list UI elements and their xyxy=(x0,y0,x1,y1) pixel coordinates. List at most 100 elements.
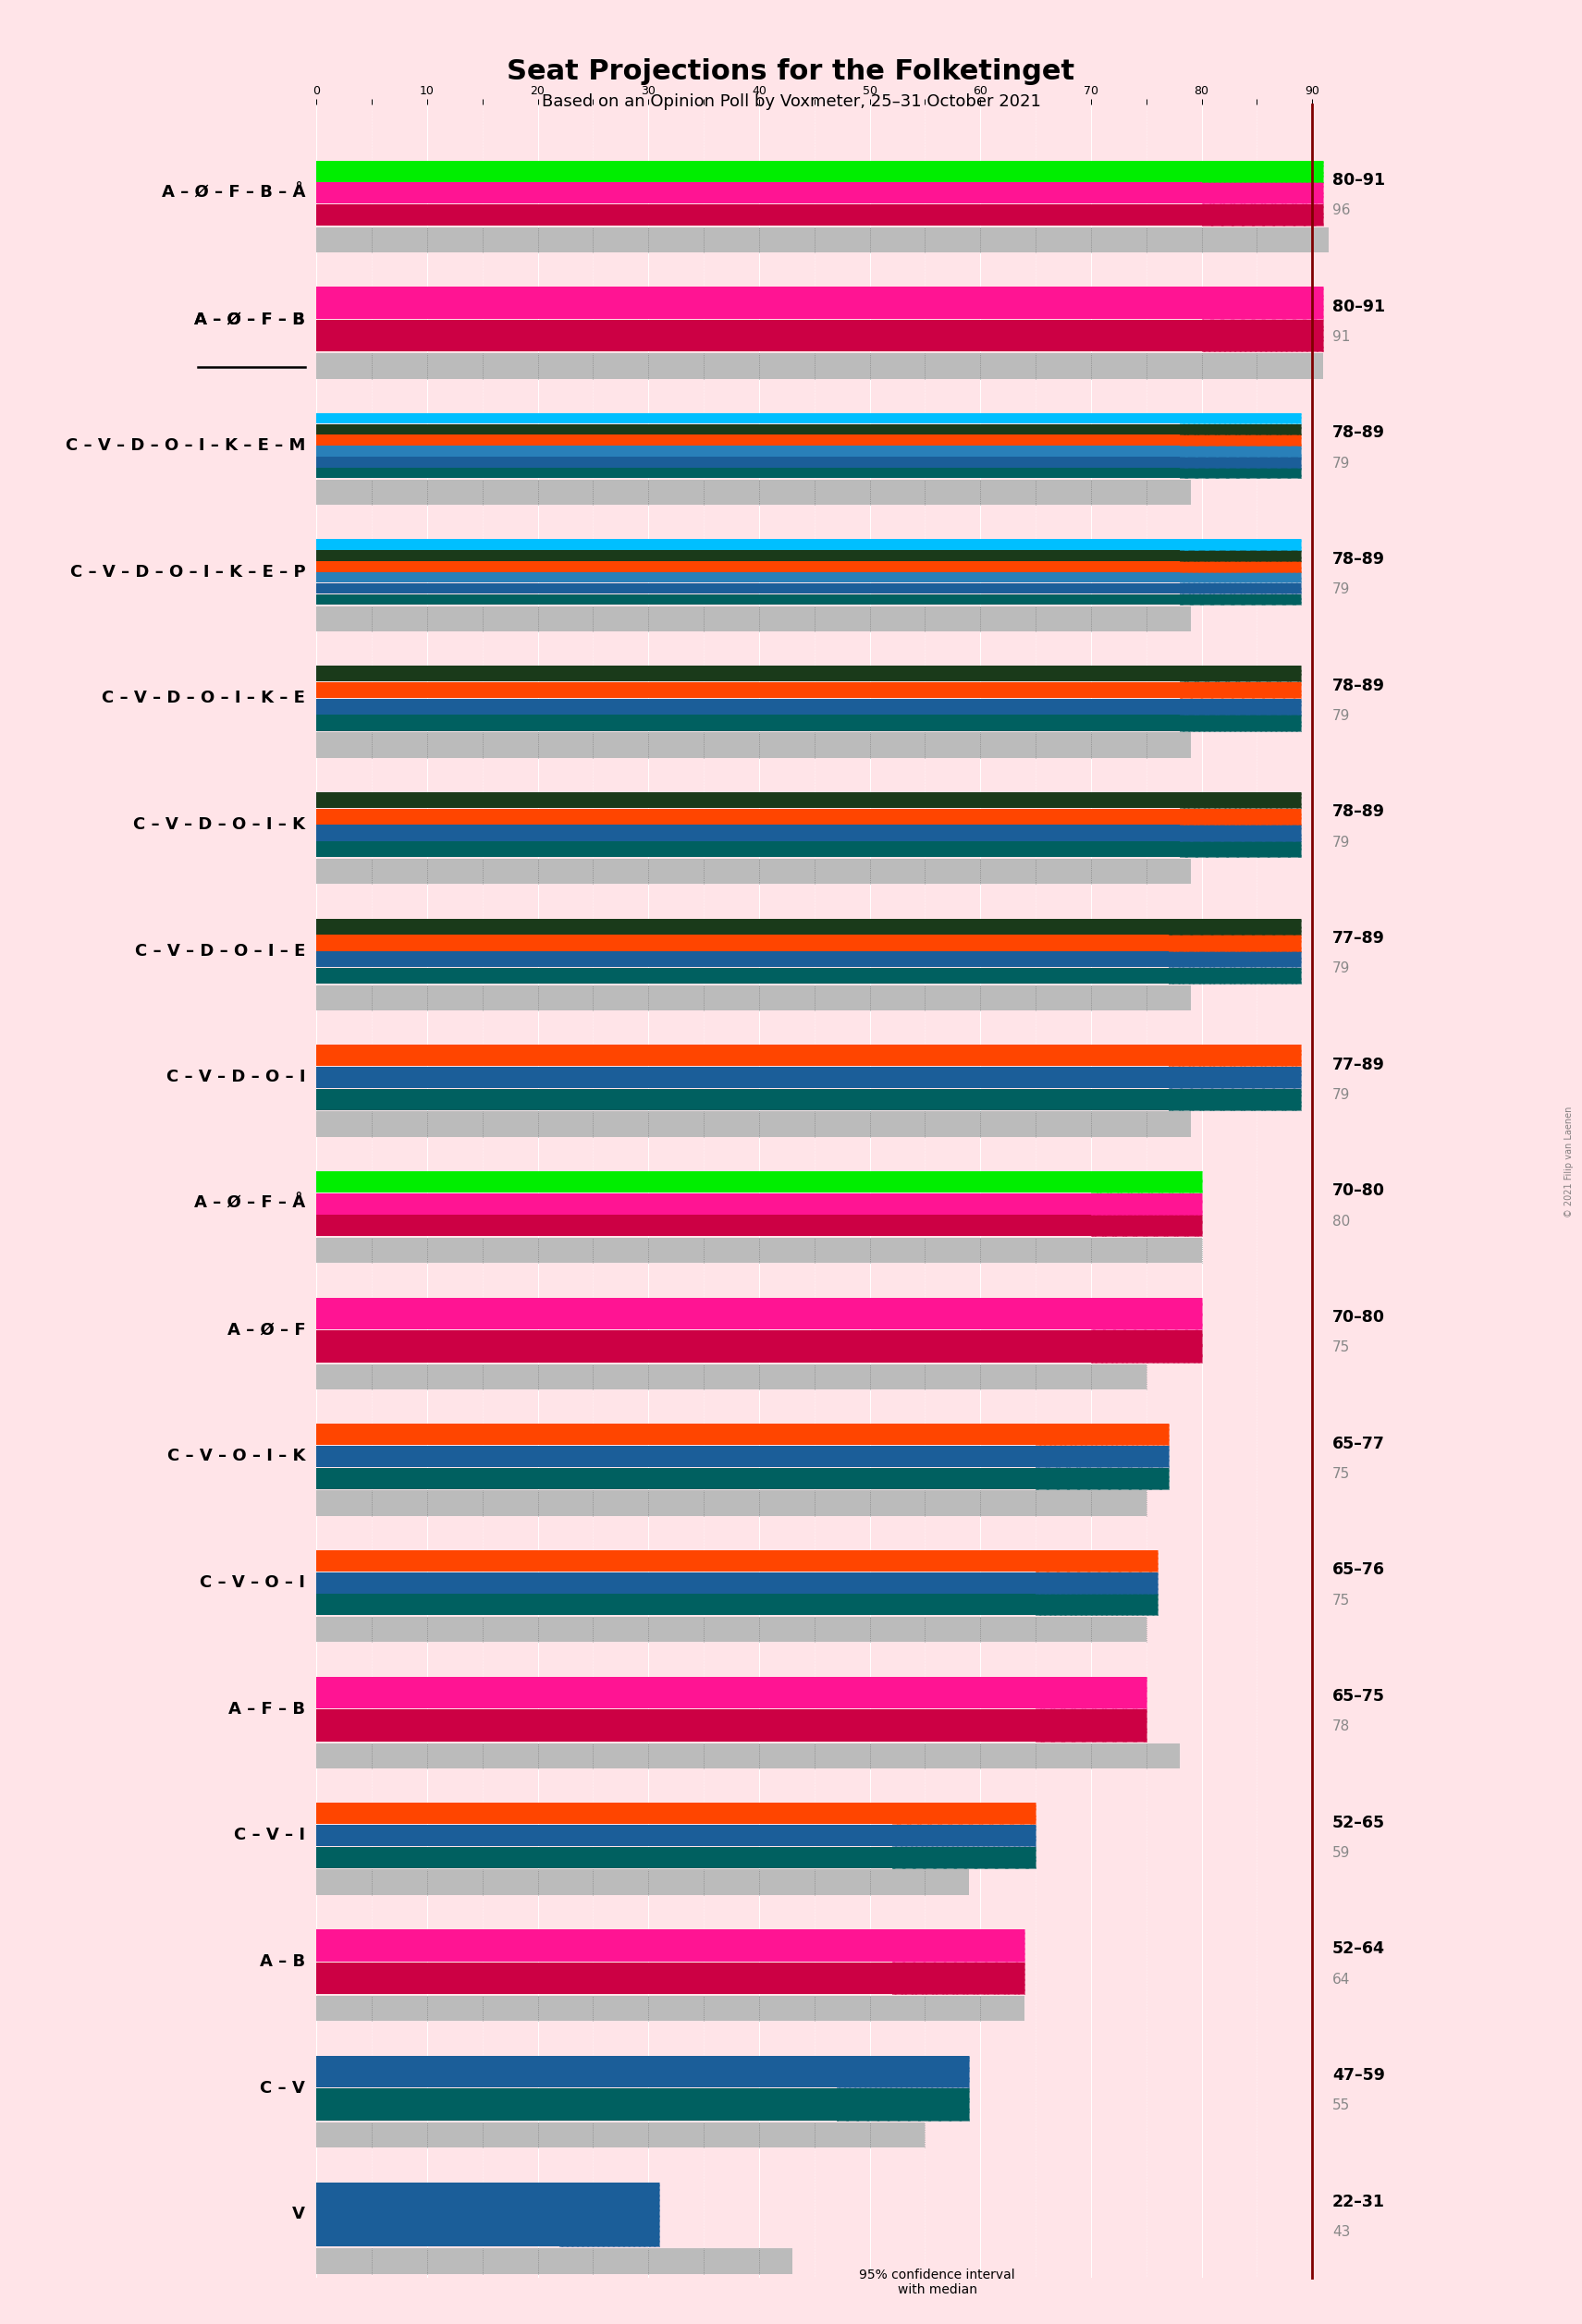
Text: 22–31: 22–31 xyxy=(1332,2194,1384,2210)
Bar xyxy=(1180,700,1302,713)
Text: 79: 79 xyxy=(1332,834,1349,848)
Bar xyxy=(316,967,1302,983)
Bar xyxy=(316,934,1302,951)
Text: A – Ø – F – Å: A – Ø – F – Å xyxy=(195,1195,305,1213)
Bar xyxy=(1092,1297,1202,1329)
Text: A – B: A – B xyxy=(259,1954,305,1971)
Bar xyxy=(316,809,1302,825)
Bar xyxy=(1180,683,1302,697)
Text: C – V – D – O – I – E: C – V – D – O – I – E xyxy=(134,944,305,960)
Text: 80–91: 80–91 xyxy=(1332,297,1384,316)
Bar xyxy=(1036,1594,1158,1615)
Text: 80–91: 80–91 xyxy=(1332,172,1384,188)
Bar xyxy=(316,205,1324,225)
Bar xyxy=(316,1469,1169,1490)
Bar xyxy=(892,1803,1036,1824)
Text: 80: 80 xyxy=(1332,1215,1349,1229)
Bar xyxy=(316,2057,970,2087)
Bar xyxy=(316,1803,1036,1824)
Bar xyxy=(1169,1067,1302,1088)
Bar xyxy=(316,1929,1025,1961)
Bar xyxy=(1180,458,1302,467)
Bar xyxy=(316,160,1324,181)
Text: 77–89: 77–89 xyxy=(1332,930,1384,946)
Text: C – V – D – O – I – K – E – P: C – V – D – O – I – K – E – P xyxy=(70,565,305,581)
Text: A – Ø – F: A – Ø – F xyxy=(228,1322,305,1339)
Bar xyxy=(316,1215,1202,1236)
Bar xyxy=(316,1868,970,1894)
Text: 52–64: 52–64 xyxy=(1332,1941,1384,1957)
Bar xyxy=(1202,205,1324,225)
Bar xyxy=(316,1171,1202,1192)
Text: 91: 91 xyxy=(1332,330,1349,344)
Bar xyxy=(316,1192,1202,1215)
Bar xyxy=(316,2122,925,2147)
Bar xyxy=(837,2057,970,2087)
Bar xyxy=(316,1067,1302,1088)
Text: 78–89: 78–89 xyxy=(1332,551,1384,567)
Bar xyxy=(1202,321,1324,351)
Bar xyxy=(1202,286,1324,318)
Bar xyxy=(316,1332,1202,1362)
Bar xyxy=(316,1446,1169,1466)
Bar xyxy=(316,700,1302,713)
Bar xyxy=(316,1046,1302,1067)
Bar xyxy=(316,1297,1202,1329)
Bar xyxy=(316,716,1302,732)
Text: 75: 75 xyxy=(1332,1341,1349,1355)
Bar xyxy=(316,414,1302,423)
Text: C – V – O – I: C – V – O – I xyxy=(199,1573,305,1592)
Bar xyxy=(316,985,1191,1011)
Bar xyxy=(316,1848,1036,1868)
Bar xyxy=(316,1824,1036,1845)
Bar xyxy=(1092,1332,1202,1362)
Text: 79: 79 xyxy=(1332,456,1349,469)
Bar xyxy=(1180,825,1302,841)
Bar xyxy=(1180,467,1302,479)
Text: 79: 79 xyxy=(1332,1088,1349,1102)
Text: 79: 79 xyxy=(1332,709,1349,723)
Bar xyxy=(316,860,1191,883)
Text: 75: 75 xyxy=(1332,1594,1349,1608)
Bar xyxy=(316,1088,1302,1111)
Bar xyxy=(316,665,1302,681)
Text: 79: 79 xyxy=(1332,583,1349,597)
Text: Seat Projections for the Folketinget: Seat Projections for the Folketinget xyxy=(508,58,1074,86)
Bar xyxy=(316,732,1191,758)
Text: 65–77: 65–77 xyxy=(1332,1436,1384,1452)
Bar xyxy=(316,1239,1202,1262)
Text: © 2021 Filip van Laenen: © 2021 Filip van Laenen xyxy=(1565,1106,1574,1218)
Bar xyxy=(1092,1171,1202,1192)
Bar xyxy=(1036,1710,1147,1741)
Text: Based on an Opinion Poll by Voxmeter, 25–31 October 2021: Based on an Opinion Poll by Voxmeter, 25… xyxy=(541,93,1041,109)
Bar xyxy=(892,1929,1025,1961)
Bar xyxy=(316,539,1302,551)
Text: 78: 78 xyxy=(1332,1720,1349,1734)
Bar xyxy=(316,353,1324,379)
Bar xyxy=(316,181,1324,205)
Text: 43: 43 xyxy=(1332,2224,1349,2238)
Bar xyxy=(316,1743,1180,1769)
Text: 78–89: 78–89 xyxy=(1332,804,1384,820)
Bar xyxy=(316,286,1324,318)
Bar xyxy=(1180,583,1302,593)
Bar xyxy=(1180,841,1302,858)
Bar xyxy=(316,583,1302,593)
Bar xyxy=(316,479,1191,504)
Text: A – F – B: A – F – B xyxy=(228,1701,305,1717)
Bar xyxy=(316,1996,1025,2022)
Bar xyxy=(316,1710,1147,1741)
Bar xyxy=(892,1824,1036,1845)
Bar xyxy=(316,1111,1191,1136)
Bar xyxy=(316,1676,1147,1708)
Bar xyxy=(316,825,1302,841)
Bar xyxy=(1180,716,1302,732)
Bar xyxy=(316,1594,1158,1615)
Bar xyxy=(1180,595,1302,604)
Bar xyxy=(1169,918,1302,934)
Bar xyxy=(1169,934,1302,951)
Text: 59: 59 xyxy=(1332,1845,1349,1859)
Bar xyxy=(316,435,1302,446)
Bar xyxy=(316,595,1302,604)
Text: A – Ø – F – B: A – Ø – F – B xyxy=(195,311,305,328)
